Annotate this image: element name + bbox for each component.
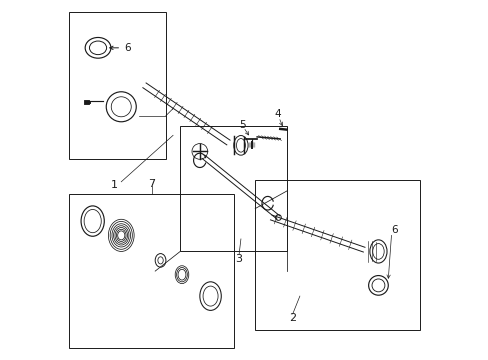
- Text: 2: 2: [288, 312, 296, 323]
- Text: 3: 3: [235, 253, 242, 264]
- Text: 7: 7: [148, 179, 155, 189]
- Text: 1: 1: [110, 180, 118, 190]
- Ellipse shape: [369, 240, 386, 263]
- Circle shape: [275, 215, 281, 220]
- Text: 4: 4: [274, 109, 281, 119]
- Bar: [69, 194, 233, 348]
- Text: 6: 6: [391, 225, 398, 235]
- Circle shape: [106, 92, 136, 122]
- Ellipse shape: [233, 135, 247, 155]
- Text: 6: 6: [124, 43, 130, 53]
- Text: 5: 5: [239, 120, 245, 130]
- Bar: [180, 126, 287, 251]
- Bar: [69, 12, 165, 158]
- Bar: [255, 180, 419, 330]
